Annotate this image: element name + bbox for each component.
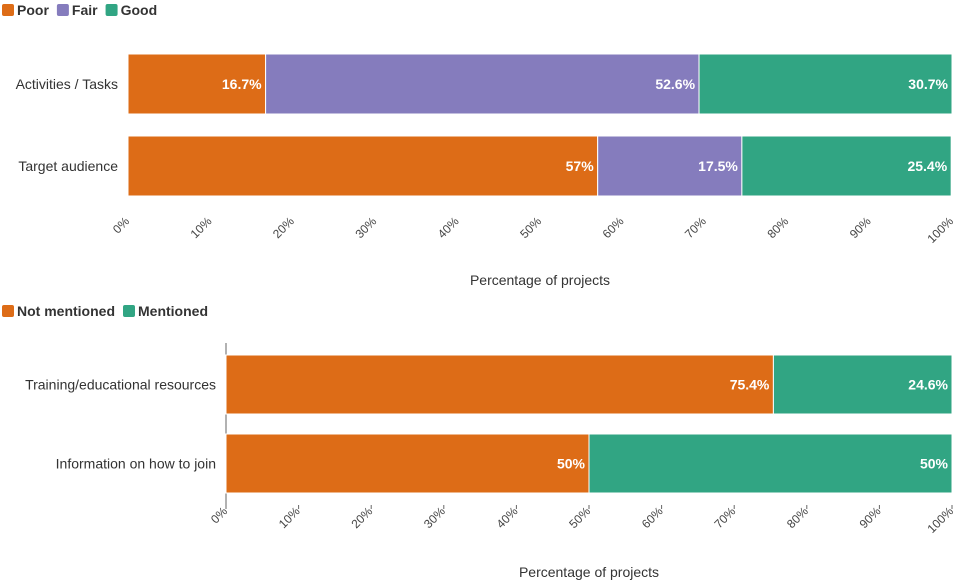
- data-label-1-2-3: 25.4%: [907, 158, 947, 174]
- tick-label-1-3: 20%: [270, 214, 297, 241]
- data-label-2-1-2: 24.6%: [908, 377, 948, 393]
- data-label-1-1-1: 16.7%: [222, 76, 262, 92]
- tick-label-1-8: 70%: [682, 214, 709, 241]
- tick-label-1-11: 100%: [925, 214, 957, 246]
- bar-1-2-1: [127, 135, 599, 197]
- x-axis-title-1: Percentage of projects: [470, 272, 610, 288]
- category-label-2-1: Training/educational resources: [25, 377, 216, 393]
- legend-swatch-1-1: [2, 4, 14, 16]
- tick-label-1-10: 90%: [847, 214, 874, 241]
- legend-label-2-1: Not mentioned: [17, 303, 115, 319]
- legend-swatch-2-2: [123, 305, 135, 317]
- x-axis-title-2: Percentage of projects: [519, 564, 659, 580]
- bar-1-1-2: [265, 53, 700, 115]
- bar-2-2-1: [225, 433, 590, 494]
- legend-swatch-1-2: [56, 4, 69, 16]
- tick-label-1-4: 30%: [352, 214, 379, 241]
- data-label-1-2-2: 17.5%: [698, 158, 738, 174]
- bar-1-2-2: [597, 135, 743, 197]
- data-label-1-1-3: 30.7%: [908, 76, 948, 92]
- legend-swatch-1-3: [105, 4, 118, 16]
- data-label-1-2-1: 57%: [566, 158, 595, 174]
- tick-label-1-6: 50%: [517, 214, 544, 241]
- legend-label-2-2: Mentioned: [138, 303, 208, 319]
- legend-label-1-3: Good: [121, 2, 158, 18]
- bar-1-1-3: [698, 53, 953, 115]
- legend-label-1-1: Poor: [17, 2, 49, 18]
- data-label-1-1-2: 52.6%: [655, 76, 695, 92]
- tick-label-1-1: 0%: [110, 214, 132, 236]
- bar-1-1-1: [127, 53, 267, 115]
- bar-2-1-1: [225, 354, 774, 415]
- category-label-1-1: Activities / Tasks: [16, 76, 118, 92]
- tick-label-1-9: 80%: [764, 214, 791, 241]
- category-label-2-2: Information on how to join: [56, 456, 216, 472]
- legend-swatch-2-1: [2, 305, 14, 317]
- bar-2-1-2: [772, 354, 953, 415]
- data-label-2-2-2: 50%: [920, 456, 949, 472]
- bar-1-2-3: [741, 135, 952, 197]
- tick-label-1-2: 10%: [188, 214, 215, 241]
- tick-label-1-5: 40%: [435, 214, 462, 241]
- tick-label-2-1: 0%: [208, 504, 230, 526]
- legend-label-1-2: Fair: [72, 2, 98, 18]
- bar-2-2-2: [588, 433, 953, 494]
- tick-label-1-7: 60%: [600, 214, 627, 241]
- data-label-2-1-1: 75.4%: [730, 377, 770, 393]
- data-label-2-2-1: 50%: [557, 456, 586, 472]
- category-label-1-2: Target audience: [18, 158, 118, 174]
